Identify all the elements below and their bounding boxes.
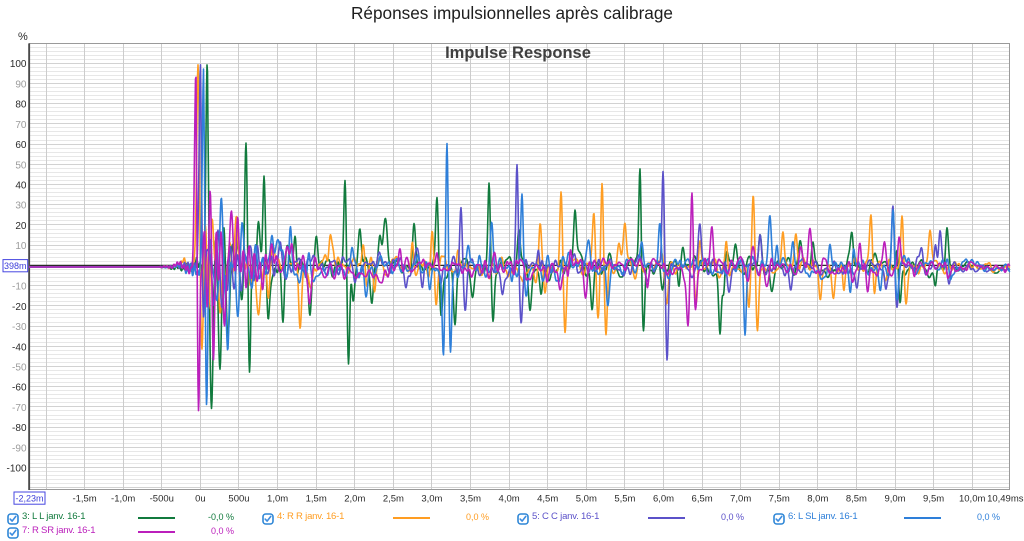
svg-text:9,5m: 9,5m	[923, 494, 944, 505]
svg-text:6,5m: 6,5m	[692, 494, 713, 505]
svg-text:-80: -80	[12, 423, 27, 434]
svg-text:-90: -90	[12, 443, 27, 454]
svg-text:-70: -70	[12, 403, 27, 414]
svg-text:6,0m: 6,0m	[653, 494, 674, 505]
svg-text:0u: 0u	[195, 494, 206, 505]
svg-text:-1,5m: -1,5m	[72, 494, 96, 505]
svg-text:8,0m: 8,0m	[807, 494, 828, 505]
svg-text:2,5m: 2,5m	[383, 494, 404, 505]
svg-text:5,5m: 5,5m	[614, 494, 635, 505]
svg-text:70: 70	[15, 120, 27, 131]
svg-text:-30: -30	[12, 322, 27, 333]
svg-text:50: 50	[15, 160, 27, 171]
svg-text:-40: -40	[12, 342, 27, 353]
svg-text:3,0m: 3,0m	[421, 494, 442, 505]
svg-text:9,0m: 9,0m	[884, 494, 905, 505]
svg-text:8,5m: 8,5m	[846, 494, 867, 505]
svg-text:10: 10	[15, 241, 27, 252]
svg-text:80: 80	[15, 100, 27, 111]
svg-text:20: 20	[15, 221, 27, 232]
svg-text:2,0m: 2,0m	[344, 494, 365, 505]
svg-text:1,5m: 1,5m	[306, 494, 327, 505]
svg-text:10,0m: 10,0m	[959, 494, 985, 505]
svg-text:7,5m: 7,5m	[769, 494, 790, 505]
svg-text:%: %	[18, 31, 28, 43]
svg-text:-20: -20	[12, 302, 27, 313]
svg-text:30: 30	[15, 201, 27, 212]
svg-text:-2,23m: -2,23m	[15, 494, 43, 504]
svg-text:-60: -60	[12, 383, 27, 394]
svg-text:500u: 500u	[228, 494, 249, 505]
svg-text:100: 100	[10, 59, 27, 70]
svg-text:4,0m: 4,0m	[499, 494, 520, 505]
svg-text:4,5m: 4,5m	[537, 494, 558, 505]
svg-text:398m: 398m	[4, 261, 27, 271]
svg-text:10,49ms: 10,49ms	[987, 494, 1024, 505]
svg-text:1,0m: 1,0m	[267, 494, 288, 505]
svg-text:5,0m: 5,0m	[576, 494, 597, 505]
svg-text:-50: -50	[12, 363, 27, 374]
svg-text:3,5m: 3,5m	[460, 494, 481, 505]
svg-text:-500u: -500u	[150, 494, 174, 505]
svg-text:-100: -100	[6, 464, 26, 475]
svg-text:60: 60	[15, 140, 27, 151]
svg-text:90: 90	[15, 79, 27, 90]
svg-text:-10: -10	[12, 282, 27, 293]
svg-text:-1,0m: -1,0m	[111, 494, 135, 505]
svg-text:7,0m: 7,0m	[730, 494, 751, 505]
svg-text:40: 40	[15, 181, 27, 192]
